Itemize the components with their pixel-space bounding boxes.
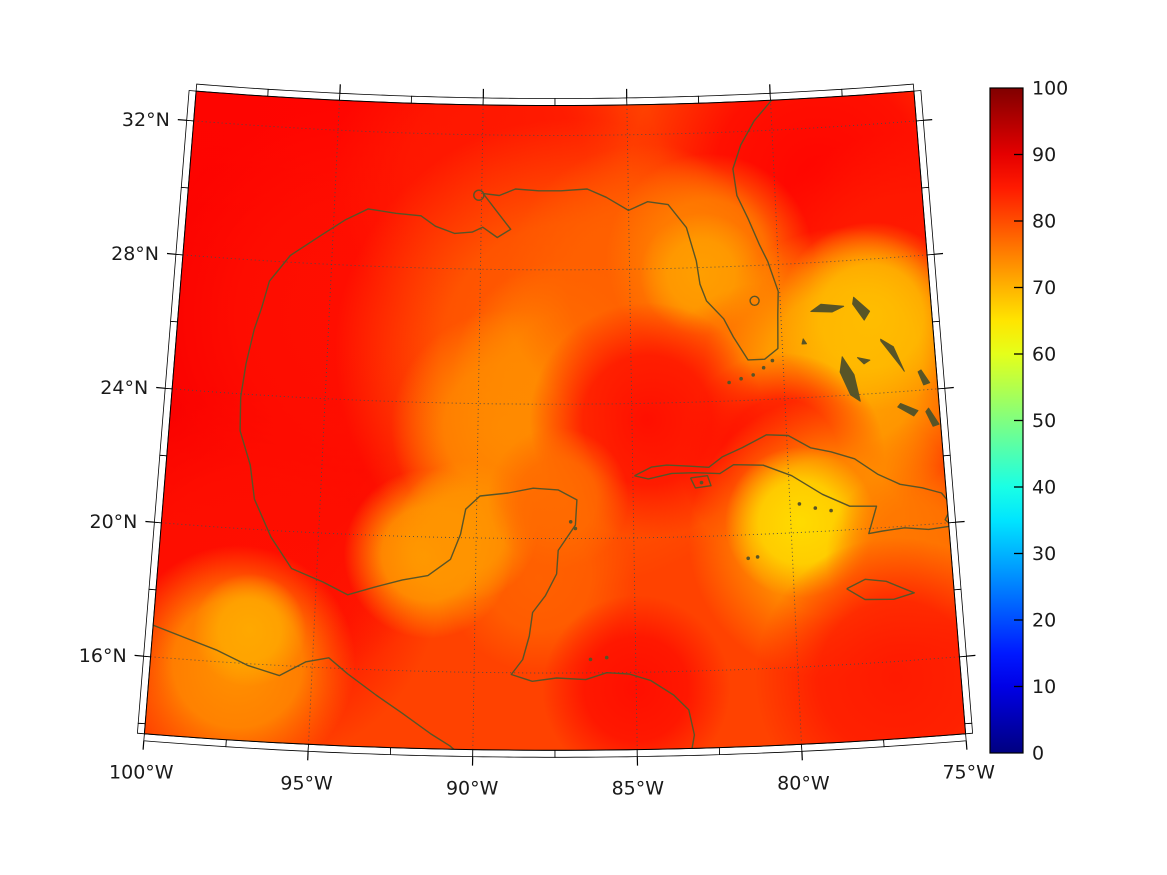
coastline-isla-juventud <box>689 475 712 489</box>
grid-parallel <box>161 522 949 540</box>
island <box>880 338 905 372</box>
islet-dot <box>761 365 766 370</box>
islet-dot <box>755 555 760 559</box>
x-tick-label: 85°W <box>612 778 665 800</box>
tick-mark <box>177 119 187 121</box>
heat-blob <box>193 573 306 687</box>
y-tick-label: 28°N <box>111 243 159 265</box>
colorbar-tick-label: 10 <box>1032 676 1056 698</box>
islet-dot <box>727 380 731 385</box>
colorbar-tick-label: 60 <box>1032 344 1056 366</box>
islet-dot <box>751 373 755 377</box>
tick-mark <box>944 386 954 389</box>
islet-dot <box>739 376 743 381</box>
islet-dot <box>797 502 802 506</box>
tick-mark <box>142 740 145 750</box>
tick-mark <box>955 520 965 523</box>
island <box>897 403 919 417</box>
tick-mark <box>134 654 144 657</box>
islet-dot <box>699 480 704 485</box>
islet-dot <box>813 506 818 510</box>
island <box>852 296 871 321</box>
x-tick-label: 75°W <box>942 762 995 784</box>
colorbar-tick-label: 90 <box>1032 144 1056 166</box>
colorbar-tick-label: 80 <box>1032 211 1056 233</box>
colorbar-tick-label: 0 <box>1032 743 1044 765</box>
tick-mark <box>934 252 944 255</box>
x-tick-label: 80°W <box>777 772 830 794</box>
islet-dot <box>746 556 750 561</box>
tick-mark <box>923 119 933 121</box>
islet-dot <box>573 526 578 531</box>
colorbar: 0 10 20 30 40 50 60 70 80 90 100 <box>989 78 1068 765</box>
colorbar-tick-label: 100 <box>1032 78 1068 100</box>
x-tick-label: 100°W <box>109 762 174 784</box>
colorbar-tick-label: 50 <box>1032 410 1056 432</box>
islet-dot <box>568 520 573 524</box>
tick-mark <box>966 654 976 657</box>
island <box>839 356 861 402</box>
coastline-us-gulf-atlantic <box>253 97 779 361</box>
grid-parallel <box>150 656 960 674</box>
axis-ticks <box>134 84 976 766</box>
coastline-mexico-centam <box>239 328 696 751</box>
islet-dot <box>588 657 593 662</box>
islet-dot <box>770 358 775 363</box>
graticule <box>150 100 960 750</box>
tick-mark <box>156 386 166 389</box>
lake-outline <box>749 295 760 306</box>
island <box>917 369 931 386</box>
island <box>801 338 807 345</box>
island <box>925 407 940 427</box>
tick-mark <box>145 520 155 523</box>
islet-dot <box>829 508 833 513</box>
island <box>857 357 871 365</box>
lake-outline <box>473 189 485 201</box>
y-tick-label: 16°N <box>79 645 127 667</box>
grid-parallel <box>182 254 928 271</box>
grid-parallel <box>193 120 917 136</box>
axis-labels: 100°W 95°W 90°W 85°W 80°W 75°W 32°N 28°N 24°N 20°… <box>79 109 995 800</box>
x-tick-label: 95°W <box>280 772 333 794</box>
tick-mark <box>965 740 968 750</box>
y-tick-label: 20°N <box>90 511 138 533</box>
x-tick-label: 90°W <box>446 778 499 800</box>
map-boundary <box>143 90 967 751</box>
coastlines <box>146 97 953 751</box>
island <box>810 303 845 313</box>
heat-blob <box>487 427 629 569</box>
y-tick-label: 32°N <box>122 109 170 131</box>
tick-mark <box>166 252 176 255</box>
colorbar-tick-label: 70 <box>1032 277 1056 299</box>
colorbar-tick-label: 20 <box>1032 610 1056 632</box>
islet-dot <box>604 655 609 660</box>
colorbar-tick-label: 40 <box>1032 477 1056 499</box>
coastline-jamaica <box>846 578 915 601</box>
colorbar-tick-label: 30 <box>1032 543 1056 565</box>
coastline-pacific <box>146 622 460 751</box>
y-tick-label: 24°N <box>100 377 148 399</box>
